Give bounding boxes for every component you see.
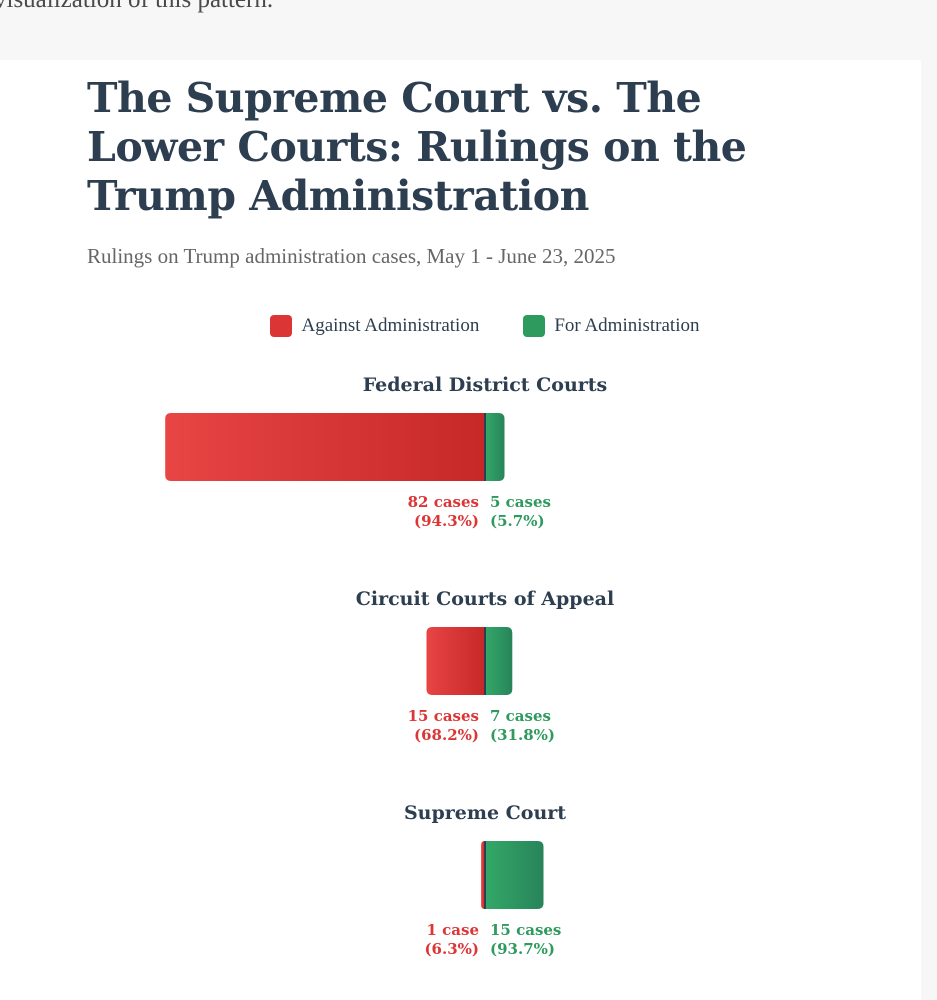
label-for-cases-federal-district-courts: 5 cases	[490, 493, 551, 511]
legend-item-against: Against Administration	[270, 315, 479, 337]
label-against-cases-supreme-court: 1 case	[427, 921, 480, 939]
chart-card: The Supreme Court vs. The Lower Courts: …	[0, 60, 921, 1000]
label-for-pct-supreme-court: (93.7%)	[490, 940, 555, 958]
label-for-cases-circuit-courts-of-appeal: 7 cases	[490, 707, 551, 725]
label-against-cases-circuit-courts-of-appeal: 15 cases	[408, 707, 479, 725]
bar-against-federal-district-courts	[165, 413, 485, 481]
chart-title: The Supreme Court vs. The Lower Courts: …	[87, 74, 747, 220]
bar-for-circuit-courts-of-appeal	[485, 627, 513, 695]
label-against-pct-circuit-courts-of-appeal: (68.2%)	[414, 726, 479, 744]
bar-against-circuit-courts-of-appeal	[426, 627, 485, 695]
legend: Against Administration For Administratio…	[0, 315, 937, 337]
label-for-pct-circuit-courts-of-appeal: (31.8%)	[490, 726, 555, 744]
chart-subtitle: Rulings on Trump administration cases, M…	[87, 244, 616, 268]
court-title-supreme-court: Supreme Court	[404, 802, 566, 824]
legend-swatch-for	[523, 315, 546, 337]
legend-label-for: For Administration	[554, 315, 700, 336]
bar-for-federal-district-courts	[485, 413, 505, 481]
label-against-pct-federal-district-courts: (94.3%)	[414, 512, 479, 530]
legend-item-for: For Administration	[523, 315, 700, 337]
label-against-cases-federal-district-courts: 82 cases	[408, 493, 479, 511]
chart-plot-area: Federal District Courts 82 cases(94.3%) 5 …	[165, 374, 614, 958]
legend-swatch-against	[270, 315, 293, 337]
court-title-federal-district-courts: Federal District Courts	[363, 374, 608, 396]
legend-label-against: Against Administration	[301, 315, 480, 336]
page-intro-text: visualization of this pattern.	[0, 0, 273, 14]
court-title-circuit-courts-of-appeal: Circuit Courts of Appeal	[356, 588, 614, 610]
label-for-pct-federal-district-courts: (5.7%)	[490, 512, 545, 530]
label-for-cases-supreme-court: 15 cases	[490, 921, 561, 939]
label-against-pct-supreme-court: (6.3%)	[424, 940, 479, 958]
bar-for-supreme-court	[485, 841, 544, 909]
